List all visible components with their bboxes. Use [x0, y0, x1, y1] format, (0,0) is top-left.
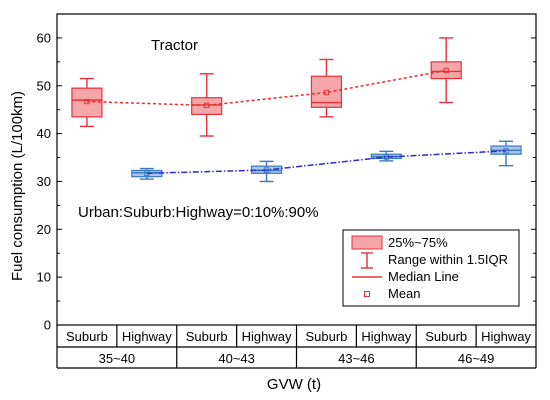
- y-axis-title: Fuel consumption (L/100km): [9, 91, 26, 281]
- subcategory-label: Highway: [481, 329, 531, 344]
- subcategory-label: Highway: [122, 329, 172, 344]
- x-axis-title: GVW (t): [267, 376, 321, 393]
- y-tick-label: 50: [37, 78, 51, 93]
- chart-title: Tractor: [151, 37, 198, 54]
- legend-median-label: Median Line: [388, 269, 459, 284]
- iqr-box: [430, 61, 462, 80]
- subcategory-label: Suburb: [305, 329, 347, 344]
- subcategory-label: Suburb: [66, 329, 108, 344]
- suburb-mean-line: [86, 69, 447, 107]
- iqr-box: [191, 97, 223, 116]
- legend-mean-swatch: [364, 291, 370, 297]
- y-tick-label: 40: [37, 126, 51, 141]
- highway-mean-line: [146, 150, 507, 175]
- subcategory-label: Highway: [361, 329, 411, 344]
- mean-lines: [86, 69, 507, 175]
- group-label: 35~40: [99, 351, 136, 366]
- y-tick-label: 0: [44, 318, 51, 333]
- subcategory-label: Highway: [242, 329, 292, 344]
- group-label: 46~49: [458, 351, 495, 366]
- legend-mean-label: Mean: [388, 286, 421, 301]
- suburb-box-2: [310, 58, 343, 118]
- subcategory-label: Suburb: [425, 329, 467, 344]
- category-table: Suburb Highway Suburb Highway Suburb Highway S…: [56, 325, 537, 369]
- y-tick-label: 60: [37, 30, 51, 45]
- legend-iqr-swatch: [351, 235, 383, 250]
- legend-iqr-label: 25%~75%: [388, 235, 448, 250]
- group-label: 43~46: [338, 351, 375, 366]
- suburb-box-3: [430, 37, 462, 104]
- legend-whisker-swatch: [361, 252, 373, 269]
- highway-box-0: [131, 167, 163, 180]
- y-tick-label: 30: [37, 174, 51, 189]
- legend-range-label: Range within 1.5IQR: [388, 252, 508, 267]
- highway-box-3: [490, 140, 522, 167]
- composition-annotation: Urban:Suburb:Highway=0:10%:90%: [78, 204, 319, 221]
- y-tick-label: 10: [37, 270, 51, 285]
- iqr-box: [71, 87, 103, 118]
- highway-box-1: [250, 160, 283, 183]
- axes: 0 10 20 30 40 50 60: [37, 30, 536, 333]
- suburb-box-1: [191, 73, 223, 137]
- legend: 25%~75% Range within 1.5IQR Median Line …: [342, 229, 520, 307]
- group-label: 40~43: [218, 351, 255, 366]
- y-tick-label: 20: [37, 222, 51, 237]
- box-layer: [71, 37, 522, 183]
- subcategory-label: Suburb: [186, 329, 228, 344]
- suburb-box-0: [71, 77, 103, 128]
